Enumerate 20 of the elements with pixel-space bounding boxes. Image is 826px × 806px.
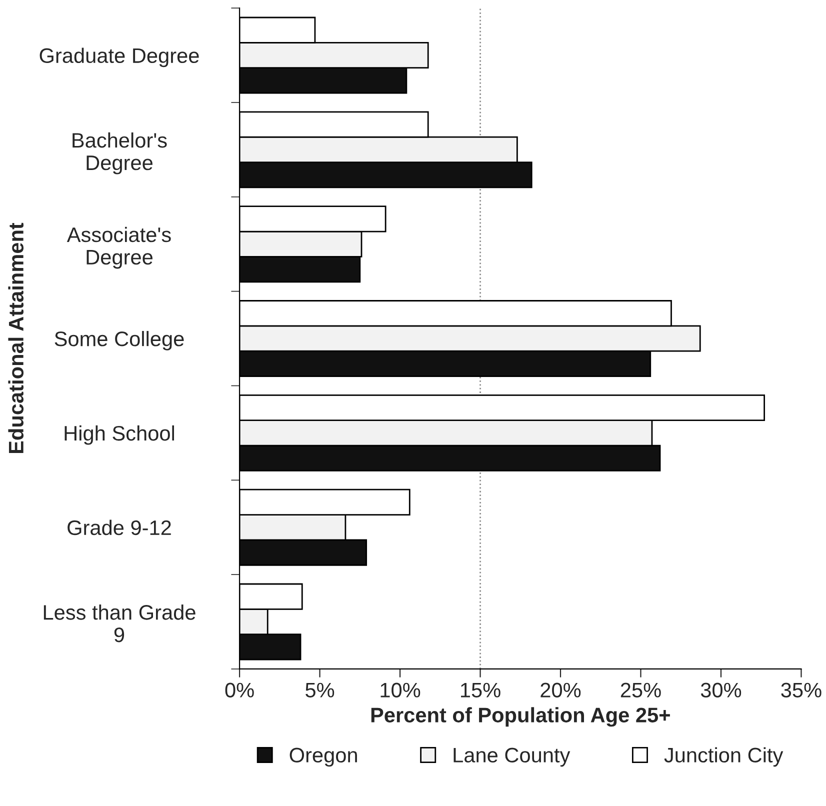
y-tick-label: Grade 9-12 [68, 520, 171, 536]
x-tick-label: 25% [620, 682, 661, 698]
x-tick-label: 10% [380, 682, 420, 698]
y-tick-label: Bachelor's Degree [72, 132, 167, 174]
y-tick-label: Graduate Degree [40, 48, 199, 68]
y-tick-label: Associate's Degree [66, 226, 171, 269]
x-tick-label: 20% [540, 682, 581, 698]
y-tick-label: High School [64, 425, 174, 445]
x-tick-label: 30% [700, 682, 742, 698]
legend-label: Junction City [664, 747, 784, 767]
y-tick-label: Some College [54, 330, 184, 350]
y-tick-label: Less than Grade 9 [44, 604, 196, 642]
y-axis-title: Educational Attainment [8, 222, 24, 454]
x-tick-label: 35% [781, 682, 822, 698]
x-tick-label: 0% [225, 682, 254, 698]
x-axis-title: Percent of Population Age 25+ [371, 707, 670, 727]
x-tick-label: 15% [461, 682, 500, 698]
legend-label: Lane County [454, 748, 570, 767]
x-tick-label: 5% [306, 682, 334, 698]
legend-label: Oregon [290, 748, 357, 767]
